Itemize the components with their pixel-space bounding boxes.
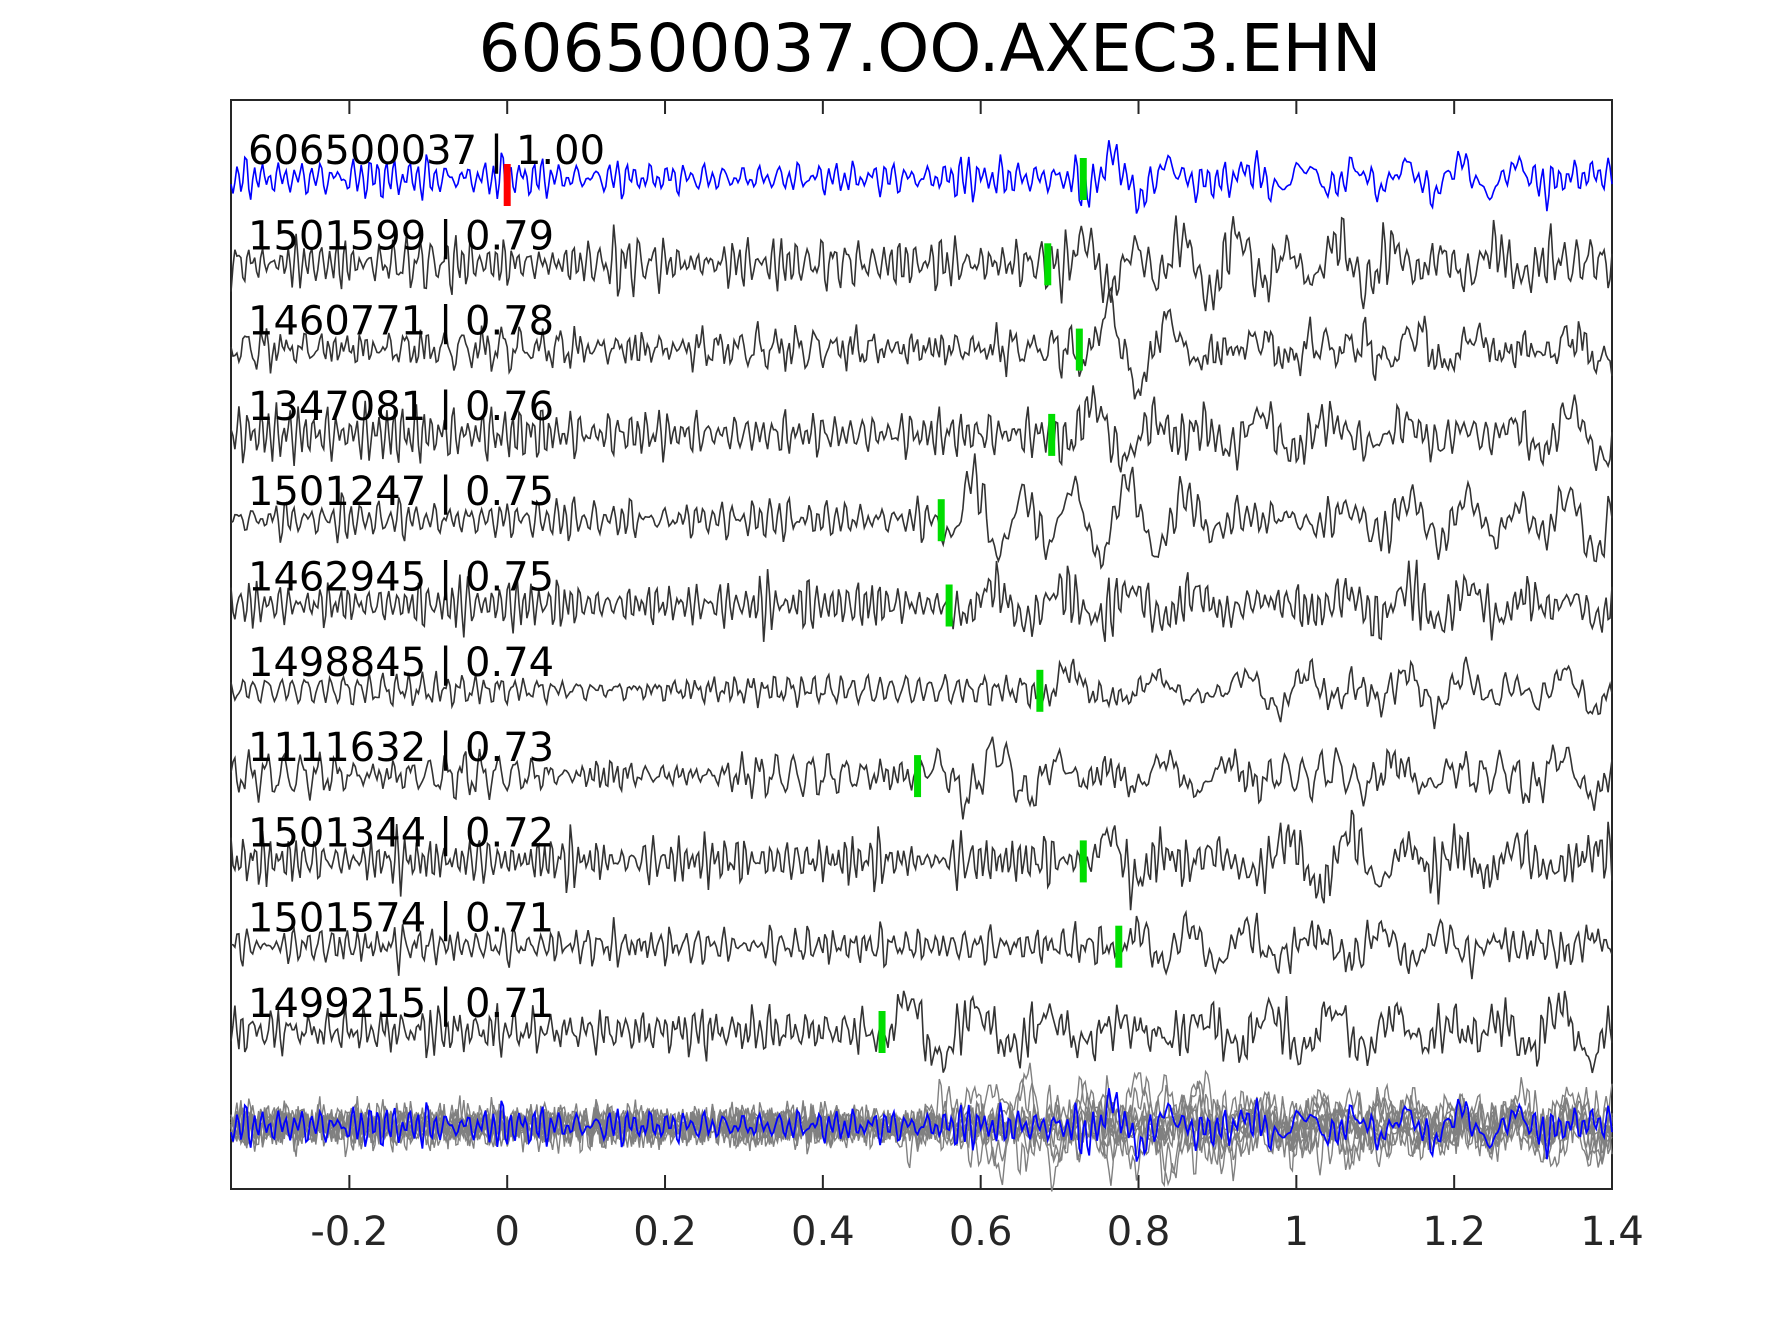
waveform-trace	[230, 656, 1613, 730]
arrival-pick-marker	[878, 1011, 886, 1053]
x-tick-label: 0	[494, 1209, 519, 1255]
overlay-template-trace	[230, 1088, 1613, 1162]
plot-frame	[230, 99, 1613, 1190]
arrival-pick-marker	[1075, 328, 1083, 371]
x-tick-label: 0.6	[949, 1209, 1013, 1255]
x-tick-label: 1.4	[1580, 1209, 1644, 1255]
arrival-pick-marker	[1036, 669, 1044, 712]
x-tick-label: 0.2	[633, 1209, 697, 1255]
waveform-trace	[230, 990, 1613, 1074]
trace-label: 1347081 | 0.76	[248, 384, 554, 430]
waveform-trace	[230, 809, 1613, 911]
overlay-trace	[230, 1077, 1613, 1169]
waveform-trace	[230, 909, 1613, 980]
waveform-trace	[230, 736, 1613, 820]
x-tick-label: 0.8	[1107, 1209, 1171, 1255]
x-tick-label: 1	[1284, 1209, 1309, 1255]
arrival-pick-marker	[1115, 925, 1123, 968]
waveform-trace	[230, 385, 1613, 473]
arrival-pick-marker	[914, 755, 922, 798]
trace-label: 1498845 | 0.74	[248, 640, 554, 686]
trace-label: 1499215 | 0.71	[248, 981, 554, 1027]
trace-label: 1462945 | 0.75	[248, 555, 554, 601]
trace-label: 1501574 | 0.71	[248, 896, 554, 942]
arrival-pick-marker	[1048, 413, 1056, 456]
chart-title: 606500037.OO.AXEC3.EHN	[478, 10, 1382, 87]
arrival-pick-marker	[1079, 840, 1087, 883]
trace-label: 1501247 | 0.75	[248, 469, 554, 515]
trace-label: 1460771 | 0.78	[248, 299, 554, 345]
arrival-pick-marker	[945, 584, 953, 627]
trace-label: 1501344 | 0.72	[248, 810, 554, 856]
trace-label: 1111632 | 0.73	[248, 725, 554, 771]
waveform-trace	[230, 140, 1613, 214]
waveform-trace	[230, 559, 1613, 642]
arrival-pick-marker	[937, 499, 945, 542]
waveform-trace	[230, 286, 1613, 400]
arrival-pick-marker	[1044, 243, 1052, 286]
trace-label: 1501599 | 0.79	[248, 213, 554, 259]
x-tick-label: 1.2	[1422, 1209, 1486, 1255]
x-tick-label: -0.2	[310, 1209, 388, 1255]
waveform-trace	[230, 215, 1613, 312]
waveform-trace	[230, 453, 1613, 571]
trace-label: 606500037 | 1.00	[248, 128, 605, 174]
overlay-trace	[230, 1079, 1613, 1188]
reference-pick-marker	[503, 164, 511, 206]
arrival-pick-marker	[1079, 158, 1087, 200]
overlay-trace	[230, 1069, 1613, 1187]
x-tick-label: 0.4	[791, 1209, 855, 1255]
